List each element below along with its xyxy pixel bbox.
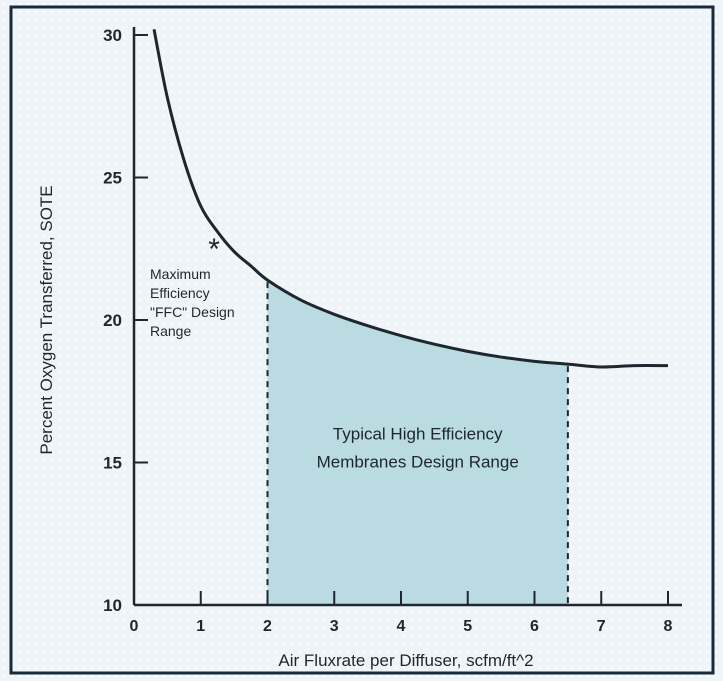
x-tick-label-4: 4 xyxy=(397,618,406,635)
y-axis-label: Percent Oxygen Transferred, SOTE xyxy=(37,185,56,454)
chart-frame xyxy=(9,5,715,675)
x-tick-label-1: 1 xyxy=(196,618,205,635)
x-tick-label-2: 2 xyxy=(263,618,272,635)
y-tick-label-25: 25 xyxy=(103,169,122,188)
y-tick-label-10: 10 xyxy=(103,596,122,615)
y-tick-label-15: 15 xyxy=(103,454,122,473)
design-range-label-line-1: Typical High Efficiency xyxy=(333,425,503,444)
annotation-label-line-1: Maximum xyxy=(150,266,211,282)
annotation-label-line-2: Efficiency xyxy=(150,285,210,301)
y-tick-label-20: 20 xyxy=(103,311,122,330)
annotation-label-line-4: Range xyxy=(150,323,191,339)
design-range-area xyxy=(267,280,568,605)
x-tick-label-0: 0 xyxy=(130,618,139,635)
x-axis-label: Air Fluxrate per Diffuser, scfm/ft^2 xyxy=(278,651,533,670)
plot-area: 10 15 20 25 30 0 1 2 3 4 5 6 7 8 Typical High Efficien… xyxy=(103,26,682,635)
x-tick-label-8: 8 xyxy=(664,618,673,635)
annotation-asterisk: * xyxy=(208,233,220,266)
x-tick-label-6: 6 xyxy=(530,618,539,635)
x-tick-label-3: 3 xyxy=(330,618,339,635)
sote-curve xyxy=(152,29,669,369)
y-tick-label-30: 30 xyxy=(103,26,122,45)
annotation-label-line-3: "FFC" Design xyxy=(150,304,235,320)
x-tick-label-5: 5 xyxy=(463,618,472,635)
design-range-label-line-2: Membranes Design Range xyxy=(317,453,519,472)
x-tick-label-7: 7 xyxy=(597,618,606,635)
